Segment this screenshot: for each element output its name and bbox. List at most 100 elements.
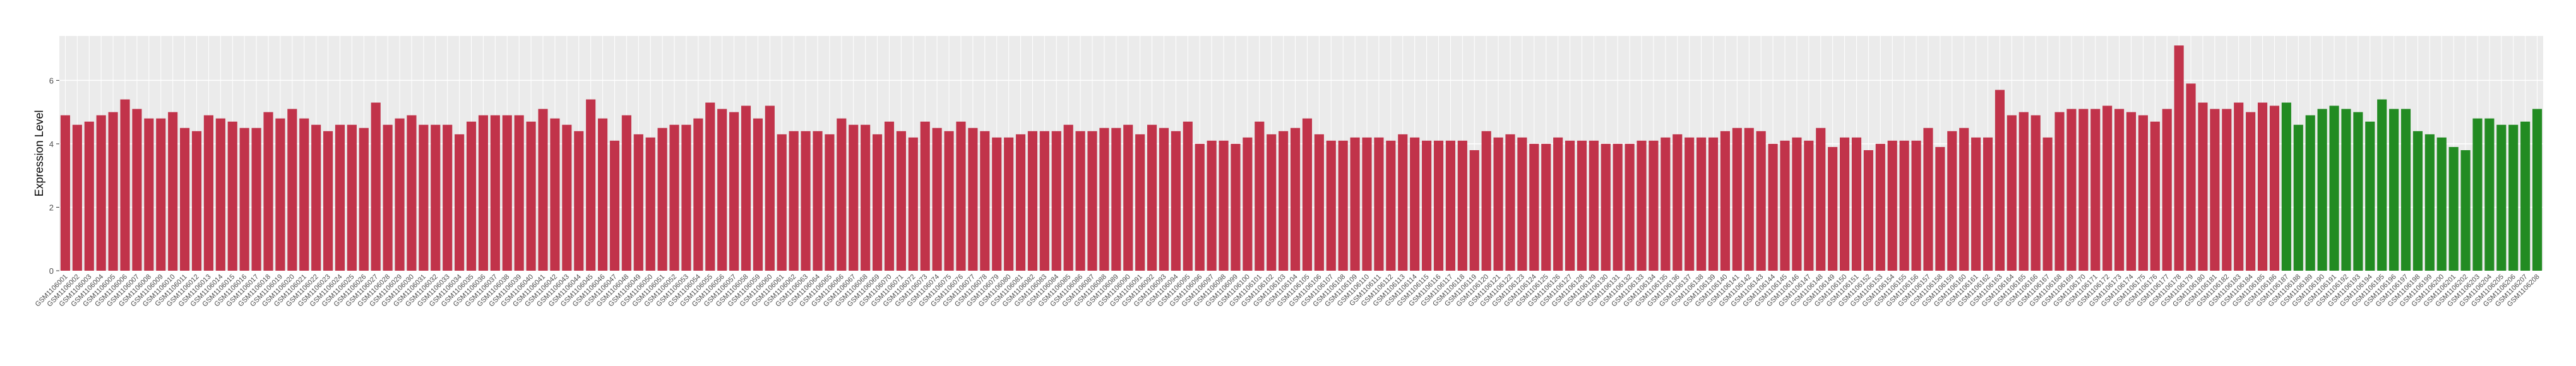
bar — [1159, 127, 1169, 271]
bar — [2114, 109, 2125, 271]
bar — [431, 124, 441, 271]
y-axis-label: Expression Level — [33, 110, 45, 196]
bar — [1219, 140, 1229, 271]
bar — [1374, 137, 1384, 271]
bar — [2508, 124, 2519, 271]
bar — [873, 134, 883, 271]
bar — [1816, 127, 1826, 271]
bar — [108, 112, 118, 271]
bar — [1063, 124, 1073, 271]
bar — [789, 131, 799, 271]
bar — [861, 124, 871, 271]
bar — [562, 124, 572, 271]
bar — [2174, 45, 2184, 271]
bar — [920, 121, 930, 271]
bar — [2293, 124, 2303, 271]
bar — [1111, 127, 1121, 271]
bar — [777, 134, 787, 271]
y-tick-label: 4 — [49, 139, 54, 149]
bar — [443, 124, 453, 271]
bar — [1696, 137, 1707, 271]
bar — [1338, 140, 1348, 271]
bar — [1553, 137, 1563, 271]
bar — [371, 102, 381, 271]
bar — [1995, 90, 2005, 271]
bar — [1075, 131, 1085, 271]
bar — [1398, 134, 1408, 271]
bar — [1887, 140, 1897, 271]
bar — [144, 118, 154, 271]
bar — [2054, 112, 2065, 271]
bar — [2066, 109, 2077, 271]
bar — [2305, 115, 2315, 271]
bar — [1708, 137, 1719, 271]
bar — [1027, 131, 1038, 271]
bar — [717, 109, 727, 271]
bar — [1589, 140, 1599, 271]
bar — [1673, 134, 1683, 271]
bar — [455, 134, 465, 271]
bar — [1744, 127, 1754, 271]
bar — [1756, 131, 1766, 271]
bar — [1768, 143, 1778, 271]
bar — [132, 109, 142, 271]
bar — [2365, 121, 2375, 271]
bar — [1039, 131, 1049, 271]
bar — [191, 131, 202, 271]
bar — [2377, 99, 2387, 271]
bar — [1935, 146, 1945, 271]
bar — [1350, 137, 1360, 271]
bar — [120, 99, 130, 271]
bar — [1326, 140, 1336, 271]
bar — [586, 99, 596, 271]
bar — [2341, 109, 2351, 271]
bar — [1410, 137, 1420, 271]
bar — [1851, 137, 1862, 271]
bar — [347, 124, 357, 271]
bar — [526, 121, 536, 271]
bar — [837, 118, 847, 271]
bar — [72, 124, 82, 271]
bar — [395, 118, 405, 271]
bar — [2150, 121, 2160, 271]
bar — [1839, 137, 1850, 271]
bar — [1171, 131, 1181, 271]
bar — [633, 134, 643, 271]
bar — [84, 121, 94, 271]
bar — [2234, 102, 2244, 271]
bar — [1828, 146, 1838, 271]
bar — [168, 112, 178, 271]
bar — [2126, 112, 2137, 271]
bar — [1267, 134, 1277, 271]
bar — [2257, 102, 2268, 271]
bar — [1231, 143, 1241, 271]
bar — [1732, 127, 1742, 271]
bar — [2448, 146, 2459, 271]
bar — [1505, 134, 1515, 271]
bar — [1541, 143, 1551, 271]
bar — [1314, 134, 1324, 271]
bar — [1469, 150, 1479, 271]
y-tick-label: 6 — [49, 76, 54, 85]
bar — [2222, 109, 2232, 271]
bar — [323, 131, 333, 271]
bar — [1015, 134, 1026, 271]
bar — [2353, 112, 2363, 271]
bar — [2436, 137, 2447, 271]
bar — [1422, 140, 1432, 271]
bar — [156, 118, 166, 271]
bar — [2162, 109, 2172, 271]
bar — [574, 131, 584, 271]
bar — [1661, 137, 1671, 271]
bar — [1290, 127, 1301, 271]
bar — [741, 105, 751, 271]
bar — [1685, 137, 1695, 271]
bar — [1923, 127, 1933, 271]
bar — [2317, 109, 2327, 271]
bar — [669, 124, 679, 271]
bar — [1386, 140, 1396, 271]
bar — [2484, 118, 2495, 271]
bar — [490, 115, 500, 271]
bar — [2520, 121, 2531, 271]
bar — [1780, 140, 1790, 271]
